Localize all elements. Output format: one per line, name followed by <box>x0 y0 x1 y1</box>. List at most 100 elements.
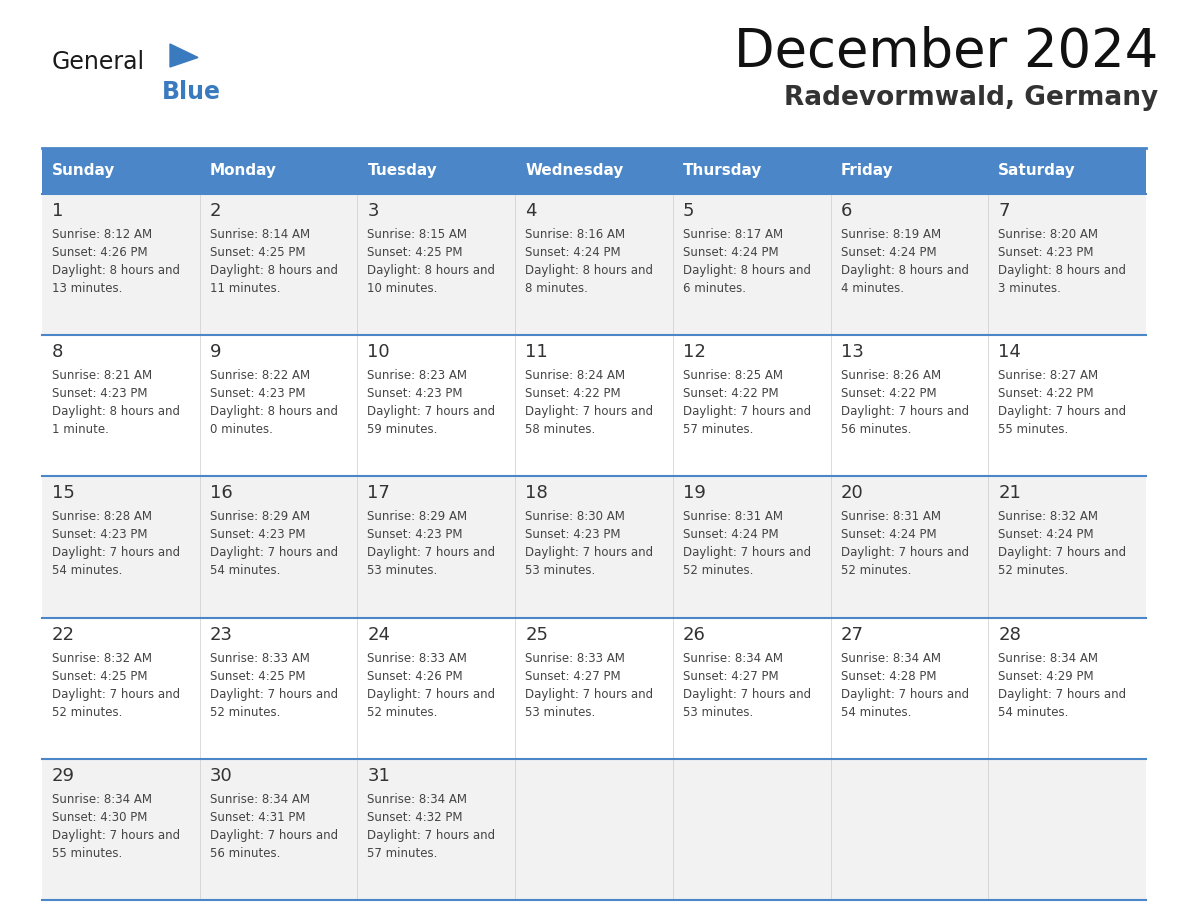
Text: Sunrise: 8:24 AM: Sunrise: 8:24 AM <box>525 369 625 382</box>
Text: 52 minutes.: 52 minutes. <box>683 565 753 577</box>
Text: Sunset: 4:24 PM: Sunset: 4:24 PM <box>841 529 936 542</box>
Text: 54 minutes.: 54 minutes. <box>841 706 911 719</box>
Text: Daylight: 8 hours and: Daylight: 8 hours and <box>998 264 1126 277</box>
Text: Sunset: 4:24 PM: Sunset: 4:24 PM <box>841 246 936 259</box>
Bar <box>42 618 200 759</box>
Text: Sunset: 4:23 PM: Sunset: 4:23 PM <box>52 529 147 542</box>
Text: 28: 28 <box>998 625 1022 644</box>
Text: Blue: Blue <box>162 80 221 104</box>
Text: Sunrise: 8:17 AM: Sunrise: 8:17 AM <box>683 228 783 241</box>
Text: Daylight: 7 hours and: Daylight: 7 hours and <box>367 829 495 842</box>
Text: 20: 20 <box>841 485 864 502</box>
Text: 52 minutes.: 52 minutes. <box>210 706 280 719</box>
Text: Sunset: 4:23 PM: Sunset: 4:23 PM <box>367 529 463 542</box>
Text: 0 minutes.: 0 minutes. <box>210 423 272 436</box>
Text: Sunset: 4:27 PM: Sunset: 4:27 PM <box>525 669 621 683</box>
Bar <box>200 618 358 759</box>
Text: Saturday: Saturday <box>998 163 1076 178</box>
Text: Friday: Friday <box>841 163 893 178</box>
Text: Daylight: 7 hours and: Daylight: 7 hours and <box>367 405 495 419</box>
Text: Daylight: 7 hours and: Daylight: 7 hours and <box>52 688 181 700</box>
Text: Sunrise: 8:29 AM: Sunrise: 8:29 AM <box>367 510 468 523</box>
Text: 11: 11 <box>525 343 548 361</box>
Text: 55 minutes.: 55 minutes. <box>52 846 122 860</box>
Bar <box>516 194 672 335</box>
Bar <box>516 476 672 618</box>
Text: Sunrise: 8:31 AM: Sunrise: 8:31 AM <box>841 510 941 523</box>
Text: Sunrise: 8:14 AM: Sunrise: 8:14 AM <box>210 228 310 241</box>
Text: 14: 14 <box>998 343 1022 361</box>
Text: 6 minutes.: 6 minutes. <box>683 282 746 295</box>
Text: 12: 12 <box>683 343 706 361</box>
Text: 52 minutes.: 52 minutes. <box>841 565 911 577</box>
Text: Sunset: 4:32 PM: Sunset: 4:32 PM <box>367 811 463 823</box>
Text: 10 minutes.: 10 minutes. <box>367 282 438 295</box>
Text: Sunset: 4:23 PM: Sunset: 4:23 PM <box>210 529 305 542</box>
Text: 1 minute.: 1 minute. <box>52 423 109 436</box>
Text: Sunset: 4:22 PM: Sunset: 4:22 PM <box>525 387 621 400</box>
Text: Sunset: 4:23 PM: Sunset: 4:23 PM <box>52 387 147 400</box>
Text: 52 minutes.: 52 minutes. <box>367 706 438 719</box>
Bar <box>830 759 988 900</box>
Text: December 2024: December 2024 <box>734 26 1158 78</box>
Text: Sunset: 4:25 PM: Sunset: 4:25 PM <box>210 246 305 259</box>
Text: Sunrise: 8:33 AM: Sunrise: 8:33 AM <box>367 652 467 665</box>
Text: 57 minutes.: 57 minutes. <box>683 423 753 436</box>
Bar <box>358 759 516 900</box>
Text: Sunrise: 8:34 AM: Sunrise: 8:34 AM <box>367 793 467 806</box>
Text: Sunset: 4:22 PM: Sunset: 4:22 PM <box>841 387 936 400</box>
Polygon shape <box>170 44 198 67</box>
Text: Daylight: 7 hours and: Daylight: 7 hours and <box>52 829 181 842</box>
Text: 8: 8 <box>52 343 63 361</box>
Text: Daylight: 7 hours and: Daylight: 7 hours and <box>525 405 653 419</box>
Text: Daylight: 7 hours and: Daylight: 7 hours and <box>210 829 337 842</box>
Text: 24: 24 <box>367 625 391 644</box>
Text: Sunset: 4:23 PM: Sunset: 4:23 PM <box>525 529 620 542</box>
Text: 54 minutes.: 54 minutes. <box>998 706 1069 719</box>
Bar <box>988 618 1146 759</box>
Text: Sunset: 4:23 PM: Sunset: 4:23 PM <box>367 387 463 400</box>
Text: Sunset: 4:24 PM: Sunset: 4:24 PM <box>525 246 621 259</box>
Bar <box>358 476 516 618</box>
Text: Daylight: 7 hours and: Daylight: 7 hours and <box>998 405 1126 419</box>
Bar <box>988 476 1146 618</box>
Text: 6: 6 <box>841 202 852 220</box>
Text: Sunrise: 8:28 AM: Sunrise: 8:28 AM <box>52 510 152 523</box>
Text: Daylight: 7 hours and: Daylight: 7 hours and <box>841 405 968 419</box>
Text: Sunset: 4:31 PM: Sunset: 4:31 PM <box>210 811 305 823</box>
Text: 53 minutes.: 53 minutes. <box>367 565 437 577</box>
Text: 52 minutes.: 52 minutes. <box>998 565 1069 577</box>
Bar <box>42 335 200 476</box>
Bar <box>42 148 1146 194</box>
Text: 53 minutes.: 53 minutes. <box>525 706 595 719</box>
Text: 10: 10 <box>367 343 390 361</box>
Text: Daylight: 7 hours and: Daylight: 7 hours and <box>683 405 811 419</box>
Bar <box>358 618 516 759</box>
Text: Sunset: 4:24 PM: Sunset: 4:24 PM <box>683 246 778 259</box>
Text: 8 minutes.: 8 minutes. <box>525 282 588 295</box>
Text: Daylight: 7 hours and: Daylight: 7 hours and <box>210 688 337 700</box>
Text: Daylight: 7 hours and: Daylight: 7 hours and <box>683 546 811 559</box>
Bar <box>358 335 516 476</box>
Text: Sunrise: 8:30 AM: Sunrise: 8:30 AM <box>525 510 625 523</box>
Text: Daylight: 7 hours and: Daylight: 7 hours and <box>841 546 968 559</box>
Text: Sunrise: 8:34 AM: Sunrise: 8:34 AM <box>683 652 783 665</box>
Text: Sunset: 4:22 PM: Sunset: 4:22 PM <box>683 387 778 400</box>
Bar <box>988 759 1146 900</box>
Text: Daylight: 8 hours and: Daylight: 8 hours and <box>52 264 181 277</box>
Text: 56 minutes.: 56 minutes. <box>841 423 911 436</box>
Text: Sunrise: 8:15 AM: Sunrise: 8:15 AM <box>367 228 467 241</box>
Bar <box>672 476 830 618</box>
Text: 23: 23 <box>210 625 233 644</box>
Bar <box>516 618 672 759</box>
Text: Sunset: 4:28 PM: Sunset: 4:28 PM <box>841 669 936 683</box>
Text: Sunset: 4:23 PM: Sunset: 4:23 PM <box>210 387 305 400</box>
Text: 54 minutes.: 54 minutes. <box>52 565 122 577</box>
Text: Daylight: 8 hours and: Daylight: 8 hours and <box>683 264 811 277</box>
Bar <box>672 335 830 476</box>
Bar <box>830 476 988 618</box>
Text: Daylight: 7 hours and: Daylight: 7 hours and <box>367 546 495 559</box>
Text: 58 minutes.: 58 minutes. <box>525 423 595 436</box>
Text: Sunrise: 8:23 AM: Sunrise: 8:23 AM <box>367 369 467 382</box>
Bar <box>516 759 672 900</box>
